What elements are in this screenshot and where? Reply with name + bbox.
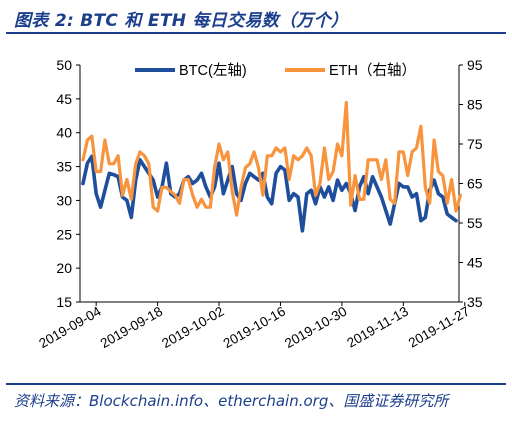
chart-axes: 15 20 25 30 35 40 45 50 35 45 55 65 75 85 95 2019-09-04… [36,57,482,351]
source-divider [6,383,506,385]
right-tick-label: 85 [467,97,483,113]
right-tick-label: 55 [467,215,483,231]
left-tick-label: 15 [56,294,72,310]
left-tick-label: 35 [56,159,72,175]
x-tick-label: 2019-10-30 [282,304,349,352]
left-tick-label: 30 [56,192,72,208]
btc-series-line [81,154,458,233]
x-tick-label: 2019-11-27 [406,304,472,351]
right-tick-label: 35 [467,294,483,310]
left-tick-label: 25 [56,226,72,242]
x-tick-label: 2019-10-02 [159,304,226,352]
left-tick-label: 40 [56,125,72,141]
legend-eth-label: ETH（右轴） [329,62,416,79]
title-divider [6,32,506,34]
x-tick-label: 2019-10-16 [221,304,288,352]
left-tick-label: 50 [56,57,72,73]
left-tick-label: 45 [56,91,72,107]
chart-canvas: 15 20 25 30 35 40 45 50 35 45 55 65 75 85 95 2019-09-04… [36,57,482,351]
chart-legend: BTC(左轴) ETH（右轴） [135,62,416,79]
x-tick-label: 2019-09-18 [98,304,165,352]
right-tick-label: 45 [467,255,483,271]
chart-lines [81,100,462,233]
right-tick-label: 75 [467,136,483,152]
legend-btc-label: BTC(左轴) [179,62,247,79]
right-tick-label: 65 [467,176,483,192]
x-tick-label: 2019-11-13 [344,304,410,351]
eth-series-line [81,100,462,217]
x-tick-label: 2019-09-04 [36,303,104,351]
right-tick-label: 95 [467,57,483,73]
source-note: 资料来源：Blockchain.info、etherchain.org、国盛证券… [14,392,449,410]
left-tick-label: 20 [56,260,72,276]
chart-title: 图表 2: BTC 和 ETH 每日交易数（万个） [14,11,349,31]
